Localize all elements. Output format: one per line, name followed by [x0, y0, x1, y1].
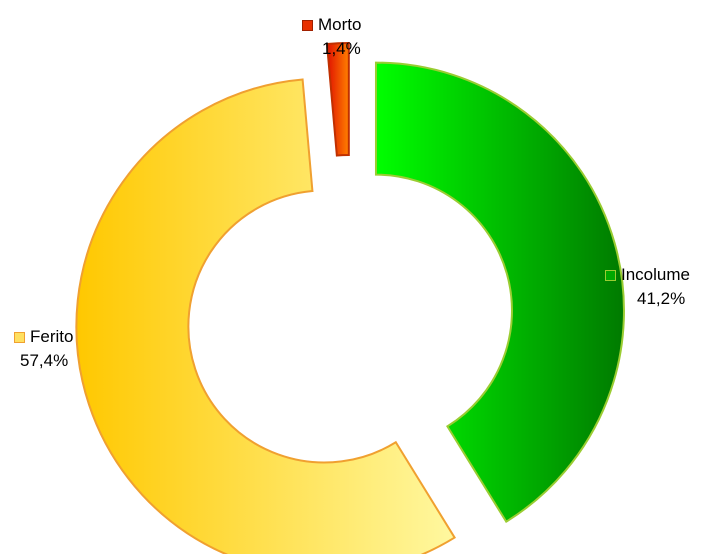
label-incolume-value: 41,2% [637, 289, 686, 308]
label-incolume: Incolume 41,2% [605, 264, 690, 310]
slice-incolume [374, 61, 625, 524]
slice-ferito [75, 78, 456, 554]
label-morto-name: Morto [318, 15, 362, 34]
label-incolume-name: Incolume [621, 265, 690, 284]
legend-swatch-incolume [605, 269, 616, 281]
slice-morto [325, 42, 350, 157]
label-ferito-value: 57,4% [20, 351, 69, 370]
label-ferito-name: Ferito [30, 327, 74, 346]
legend-swatch-morto [302, 19, 313, 31]
legend-swatch-ferito [14, 331, 25, 343]
label-morto-value: 1,4% [322, 39, 361, 58]
label-morto: Morto 1,4% [302, 14, 361, 60]
label-ferito: Ferito 57,4% [14, 326, 73, 372]
